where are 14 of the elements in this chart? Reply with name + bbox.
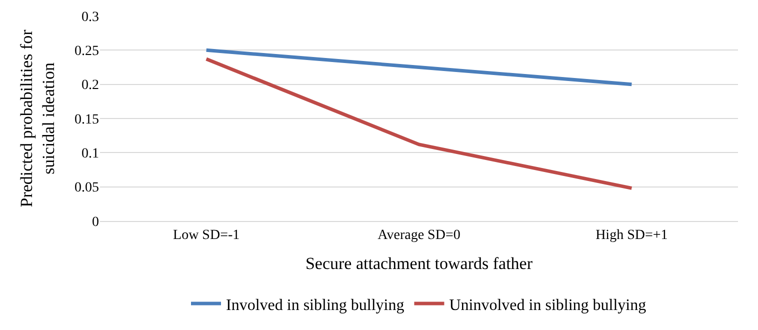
legend-label: Involved in sibling bullying	[226, 296, 404, 314]
y-tick-label: 0.3	[82, 10, 99, 25]
y-tick-label: 0.1	[82, 146, 99, 162]
y-tick-label: 0	[92, 214, 99, 230]
x-tick-label: Low SD=-1	[173, 228, 240, 243]
legend-label: Uninvolved in sibling bullying	[449, 296, 646, 314]
y-tick-label: 0.15	[74, 112, 99, 128]
x-axis-title: Secure attachment towards father	[305, 254, 533, 274]
x-tick-label: High SD=+1	[596, 228, 668, 243]
y-axis-title: Predicted probabilities for suicidal ideation	[16, 29, 58, 208]
y-tick-label: 0.05	[74, 180, 99, 196]
y-tick-label: 0.25	[74, 44, 99, 60]
y-tick-label: 0.2	[82, 78, 99, 94]
x-tick-label: Average SD=0	[378, 228, 460, 243]
